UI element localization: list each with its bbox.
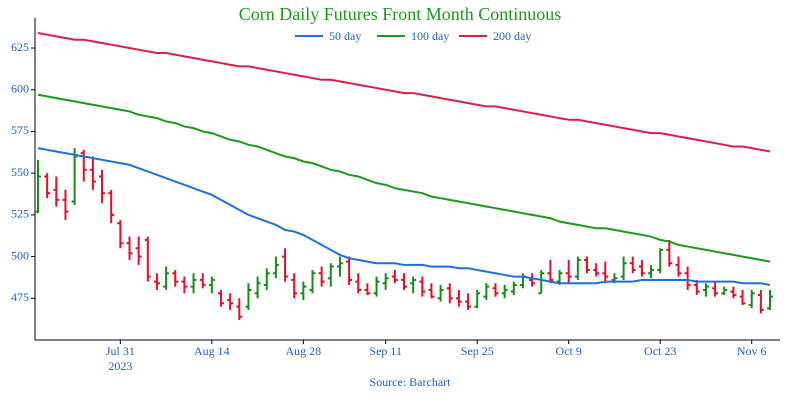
ma-line xyxy=(37,32,771,153)
x-tick-label: Aug 14 xyxy=(194,344,230,358)
ma-line xyxy=(37,147,771,286)
chart-title: Corn Daily Futures Front Month Continuou… xyxy=(239,4,562,24)
legend-label: 50 day xyxy=(329,29,361,43)
y-tick-label: 625 xyxy=(11,40,29,54)
legend-label: 200 day xyxy=(493,29,531,43)
x-tick-label: Oct 23 xyxy=(644,344,676,358)
y-tick-label: 500 xyxy=(11,248,29,262)
x-tick-label: Sep 11 xyxy=(369,344,402,358)
y-tick-label: 600 xyxy=(11,81,29,95)
ma-line xyxy=(37,93,771,263)
x-tick-label: Nov 6 xyxy=(737,344,767,358)
x-year-label: 2023 xyxy=(108,359,132,373)
y-tick-label: 525 xyxy=(11,207,29,221)
x-tick-label: Oct 9 xyxy=(556,344,582,358)
y-tick-label: 575 xyxy=(11,123,29,137)
x-tick-label: Jul 31 xyxy=(106,344,135,358)
legend-label: 100 day xyxy=(411,29,449,43)
y-tick-label: 550 xyxy=(11,165,29,179)
y-tick-label: 475 xyxy=(11,290,29,304)
source-note: Source: Barchart xyxy=(370,375,452,389)
x-tick-label: Aug 28 xyxy=(286,344,322,358)
x-tick-label: Sep 25 xyxy=(461,344,494,358)
